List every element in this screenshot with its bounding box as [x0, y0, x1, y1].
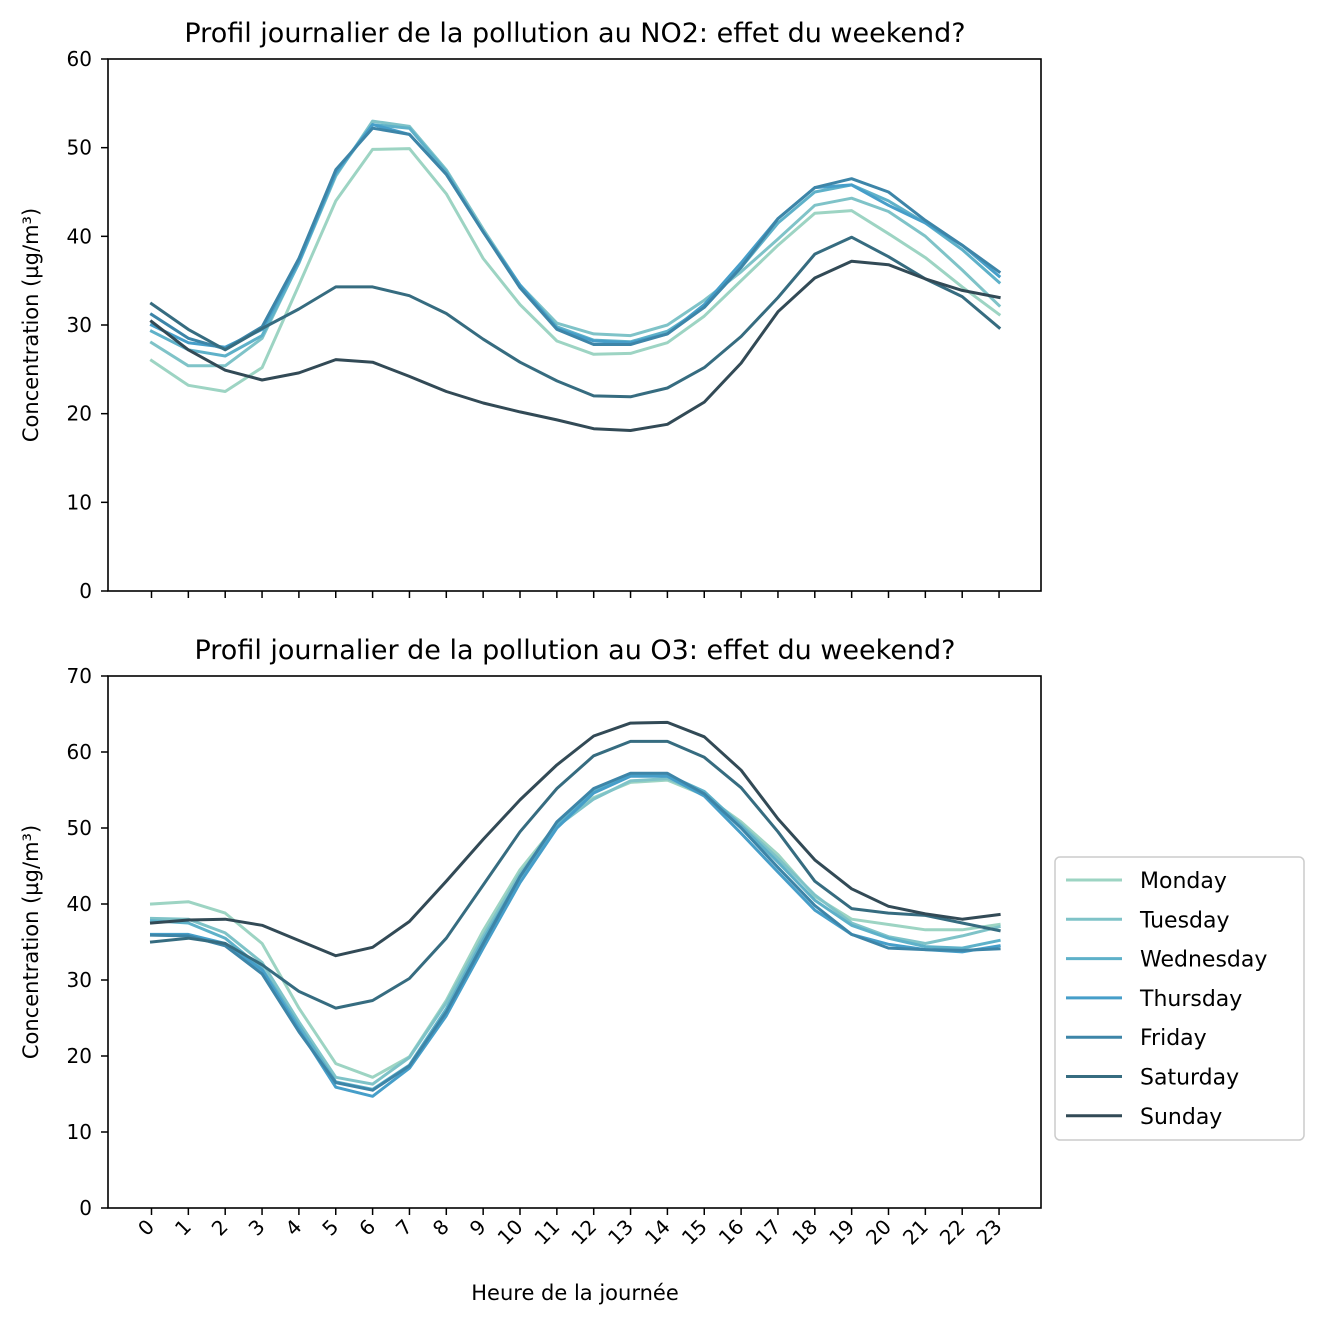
no2-chart-title: Profil journalier de la pollution au NO2…: [184, 18, 965, 49]
o3-series-monday-line: [149, 778, 1001, 1079]
no2-series-thursday-line: [149, 123, 1002, 349]
o3-x-tick-label: 11: [529, 1215, 564, 1250]
no2-y-tick-label: 30: [67, 313, 92, 337]
o3-x-axis-label: Heure de la journée: [471, 1281, 679, 1305]
legend-label-tuesday: Tuesday: [1139, 908, 1230, 933]
o3-y-tick-label: 40: [67, 892, 92, 916]
o3-x-tick-label: 14: [640, 1215, 675, 1250]
no2-y-tick-label: 50: [67, 136, 92, 160]
o3-y-tick-label: 60: [67, 740, 92, 764]
o3-x-tick-label: 21: [898, 1215, 933, 1250]
no2-y-axis-label: Concentration (µg/m³): [19, 208, 43, 442]
no2-y-tick-label: 10: [67, 490, 92, 514]
o3-x-tick-label: 2: [207, 1215, 233, 1241]
o3-x-tick-label: 19: [824, 1215, 859, 1250]
no2-plot-frame: [107, 58, 1042, 592]
o3-series-friday-line: [149, 771, 1001, 1092]
legend-label-monday: Monday: [1140, 869, 1227, 894]
legend-box: [1054, 856, 1305, 1141]
o3-series-saturday-line: [149, 739, 1001, 1010]
no2-series-sunday-line: [149, 259, 1001, 432]
no2-axes: Profil journalier de la pollution au NO2…: [19, 18, 1042, 603]
o3-x-tick-label: 9: [465, 1215, 491, 1241]
o3-y-tick-label: 0: [79, 1196, 92, 1220]
o3-y-tick-label: 70: [67, 664, 92, 688]
legend: Monday Tuesday Wednesday Thursday Friday Satu…: [1054, 856, 1305, 1141]
no2-y-tick-label: 20: [67, 402, 92, 426]
o3-plot-frame: [107, 675, 1042, 1209]
no2-series-saturday-line: [149, 235, 1002, 399]
o3-x-tick-label: 23: [972, 1215, 1007, 1250]
no2-series-monday-line: [149, 147, 1002, 393]
no2-y-tick-label: 60: [67, 47, 92, 71]
o3-x-tick-label: 1: [170, 1215, 196, 1241]
legend-label-saturday: Saturday: [1140, 1066, 1239, 1091]
o3-axes: Profil journalier de la pollution au O3:…: [19, 635, 1042, 1305]
o3-x-tick-label: 20: [861, 1215, 896, 1250]
no2-y-tick-label: 40: [67, 224, 92, 248]
o3-chart-title: Profil journalier de la pollution au O3:…: [194, 635, 955, 666]
o3-x-tick-label: 12: [566, 1215, 601, 1250]
legend-label-thursday: Thursday: [1139, 987, 1242, 1012]
o3-x-tick-label: 6: [354, 1215, 380, 1241]
o3-x-tick-label: 4: [280, 1215, 306, 1241]
o3-x-tick-label: 0: [133, 1215, 159, 1241]
no2-y-tick-label: 0: [79, 579, 92, 603]
o3-y-tick-label: 20: [67, 1044, 92, 1068]
legend-label-sunday: Sunday: [1140, 1105, 1222, 1130]
o3-y-axis-label: Concentration (µg/m³): [19, 825, 43, 1059]
o3-series-tuesday-line: [149, 777, 1001, 1086]
legend-label-friday: Friday: [1140, 1026, 1207, 1051]
o3-x-tick-label: 13: [603, 1215, 638, 1250]
o3-series-sunday-line: [149, 720, 1001, 958]
o3-x-tick-label: 18: [787, 1215, 822, 1250]
o3-x-tick-label: 7: [391, 1215, 417, 1241]
o3-x-tick-label: 3: [244, 1215, 270, 1241]
o3-x-tick-label: 15: [677, 1215, 712, 1250]
o3-y-tick-label: 30: [67, 968, 92, 992]
o3-series-thursday-line: [150, 774, 1001, 1098]
o3-x-tick-label: 10: [493, 1215, 528, 1250]
legend-label-wednesday: Wednesday: [1140, 948, 1267, 973]
o3-x-tick-label: 22: [935, 1215, 970, 1250]
o3-y-tick-label: 10: [67, 1120, 92, 1144]
no2-series-friday-line: [149, 126, 1002, 351]
o3-x-tick-label: 8: [428, 1215, 454, 1241]
o3-x-tick-label: 5: [317, 1215, 343, 1241]
o3-y-tick-label: 50: [67, 816, 92, 840]
o3-x-tick-label: 16: [714, 1215, 749, 1250]
o3-x-tick-label: 17: [751, 1215, 786, 1250]
